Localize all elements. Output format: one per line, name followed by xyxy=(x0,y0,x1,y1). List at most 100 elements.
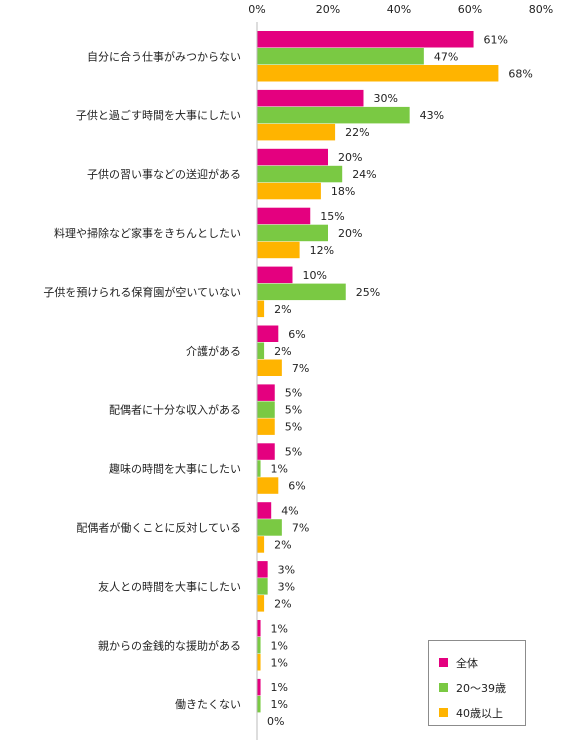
data-label: 2% xyxy=(274,303,291,316)
x-tick-label: 0% xyxy=(248,3,265,16)
legend-item: 40歳以上 xyxy=(439,700,525,725)
data-label: 7% xyxy=(292,362,309,375)
bar xyxy=(257,325,279,342)
data-label: 43% xyxy=(420,109,444,122)
bar xyxy=(257,460,261,477)
bar xyxy=(257,266,293,284)
bars xyxy=(257,31,499,713)
bar xyxy=(257,561,268,578)
data-label: 22% xyxy=(345,126,369,139)
bar xyxy=(257,123,336,141)
bar xyxy=(257,182,321,200)
bar xyxy=(257,519,282,536)
data-label: 2% xyxy=(274,345,291,358)
data-label: 5% xyxy=(285,387,302,400)
legend-label: 40歳以上 xyxy=(456,706,503,720)
data-label: 12% xyxy=(310,244,334,257)
bar xyxy=(257,207,311,225)
bar xyxy=(257,48,424,65)
bar xyxy=(257,695,261,713)
legend: 全体 20～39歳 40歳以上 xyxy=(428,640,526,726)
data-label: 5% xyxy=(285,446,302,459)
category-label: 友人との時間を大事にしたい xyxy=(98,579,241,593)
bar xyxy=(257,578,268,595)
legend-label: 20～39歳 xyxy=(456,681,506,695)
data-label: 1% xyxy=(271,463,288,476)
category-label: 介護がある xyxy=(186,344,241,358)
data-label: 47% xyxy=(434,50,458,63)
bar xyxy=(257,477,279,494)
bar xyxy=(257,536,265,553)
data-label: 25% xyxy=(356,286,380,299)
bar xyxy=(257,283,346,301)
bar xyxy=(257,300,265,318)
data-label: 20% xyxy=(338,227,362,240)
category-label: 子供を預けられる保育園が空いていない xyxy=(43,285,241,299)
data-label: 5% xyxy=(285,404,302,417)
data-label: 1% xyxy=(271,639,288,652)
data-label: 3% xyxy=(278,563,295,576)
bar xyxy=(257,241,300,259)
legend-item: 全体 xyxy=(439,650,525,675)
bar xyxy=(257,418,275,435)
bar xyxy=(257,443,275,460)
data-label: 10% xyxy=(303,269,327,282)
data-label: 1% xyxy=(271,656,288,669)
data-label: 7% xyxy=(292,521,309,534)
data-label: 18% xyxy=(331,185,355,198)
category-label: 配偶者が働くことに反対している xyxy=(76,520,241,534)
data-label: 4% xyxy=(281,504,298,517)
category-labels: 自分に合う仕事がみつからない子供と過ごす時間を大事にしたい子供の習い事などの送迎… xyxy=(43,49,241,711)
category-label: 親からの金銭的な援助がある xyxy=(98,638,241,652)
data-label: 0% xyxy=(267,715,284,728)
category-label: 子供の習い事などの送迎がある xyxy=(87,167,241,181)
x-tick-label: 80% xyxy=(529,3,553,16)
bar xyxy=(257,65,499,82)
data-label: 20% xyxy=(338,151,362,164)
data-label: 61% xyxy=(484,33,508,46)
x-tick-label: 60% xyxy=(458,3,482,16)
legend-item: 20～39歳 xyxy=(439,675,525,700)
x-tick-label: 40% xyxy=(387,3,411,16)
data-label: 15% xyxy=(320,210,344,223)
bar xyxy=(257,620,261,637)
data-label: 1% xyxy=(271,681,288,694)
bar xyxy=(257,384,275,401)
bar xyxy=(257,595,265,612)
data-label: 2% xyxy=(274,597,291,610)
bar xyxy=(257,89,364,107)
bar xyxy=(257,148,328,166)
legend-swatch xyxy=(439,658,448,667)
data-label: 6% xyxy=(288,328,305,341)
category-label: 働きたくない xyxy=(175,698,241,711)
bar xyxy=(257,401,275,418)
bar xyxy=(257,359,282,376)
bar xyxy=(257,342,265,359)
bar xyxy=(257,678,261,696)
bar xyxy=(257,654,261,671)
category-label: 自分に合う仕事がみつからない xyxy=(87,49,241,63)
data-label: 30% xyxy=(374,92,398,105)
data-label: 5% xyxy=(285,421,302,434)
data-label: 1% xyxy=(271,698,288,711)
x-tick-label: 20% xyxy=(316,3,340,16)
bar xyxy=(257,165,343,183)
category-label: 配偶者に十分な収入がある xyxy=(109,403,241,417)
category-label: 料理や掃除など家事をきちんとしたい xyxy=(54,226,241,240)
category-label: 趣味の時間を大事にしたい xyxy=(109,462,241,476)
bar xyxy=(257,224,328,242)
data-label: 68% xyxy=(508,67,532,80)
data-label: 2% xyxy=(274,538,291,551)
category-label: 子供と過ごす時間を大事にしたい xyxy=(76,108,241,122)
data-label: 24% xyxy=(352,168,376,181)
bar xyxy=(257,106,410,124)
data-label: 1% xyxy=(271,622,288,635)
bar xyxy=(257,31,474,48)
bar xyxy=(257,502,272,519)
legend-label: 全体 xyxy=(456,656,478,670)
data-label: 3% xyxy=(278,580,295,593)
legend-swatch xyxy=(439,683,448,692)
data-labels: 61% 47% 68% 30% 43% 22% 20% 24% 18% 15% 20% 12% 10% 2… xyxy=(267,33,533,728)
data-label: 6% xyxy=(288,480,305,493)
